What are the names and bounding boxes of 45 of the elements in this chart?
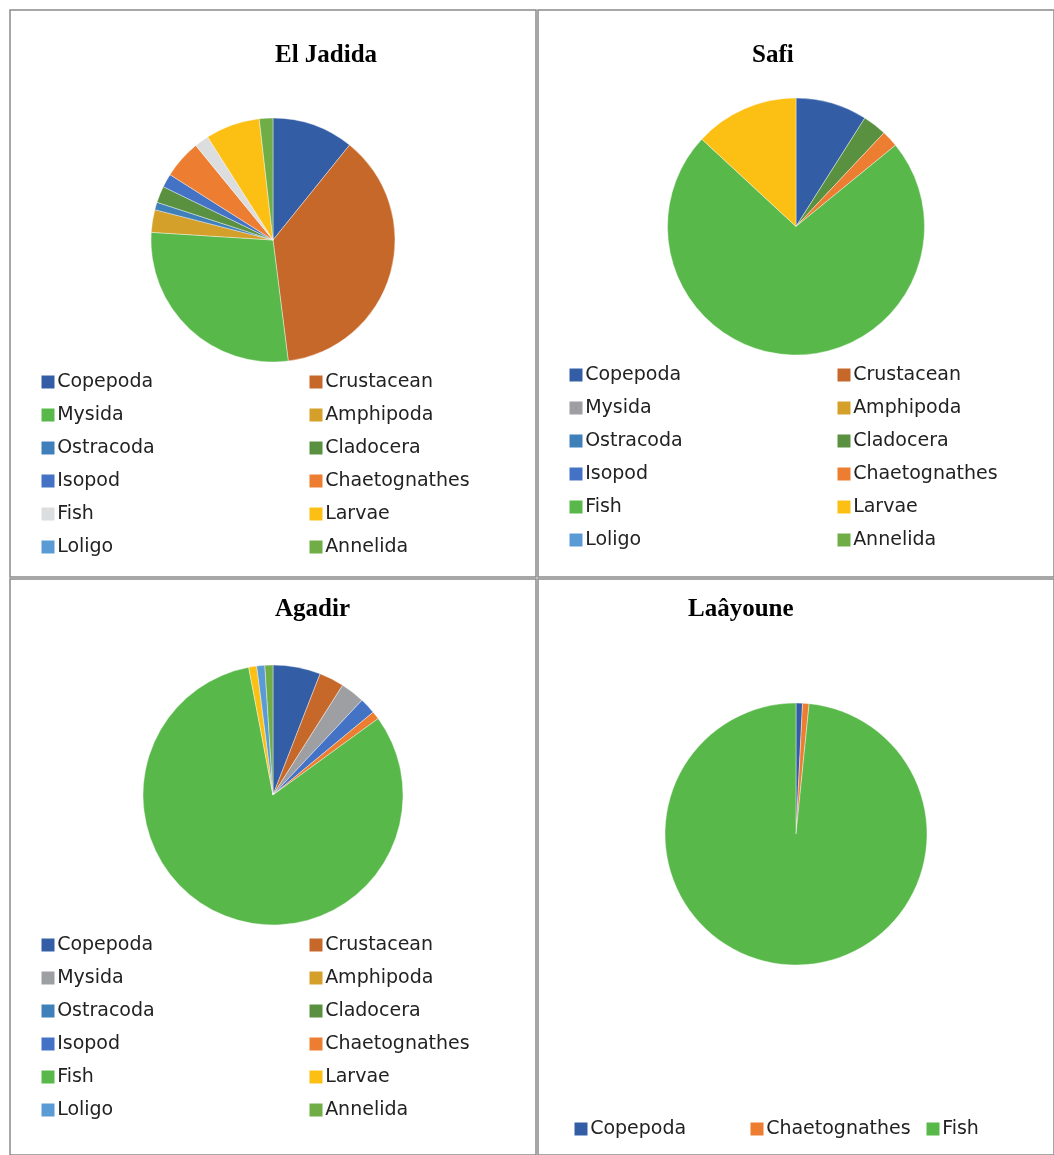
- legend-label: Cladocera: [325, 997, 421, 1020]
- legend-label: Chaetognathes: [325, 1030, 470, 1053]
- legend-label: Cladocera: [325, 434, 421, 457]
- legend-label: Larvae: [325, 500, 390, 523]
- legend-label: Fish: [57, 1063, 94, 1086]
- pie-slice: [664, 702, 928, 966]
- legend-label: Cladocera: [853, 427, 949, 450]
- legend-label: Chaetognathes: [325, 467, 470, 490]
- legend-label: Fish: [942, 1115, 979, 1138]
- legend-label: Ostracoda: [57, 997, 155, 1020]
- pie-slice: [142, 667, 404, 926]
- legend-label: Larvae: [853, 493, 918, 516]
- chart-title: Safi: [752, 40, 794, 67]
- legend-label: Larvae: [325, 1063, 390, 1086]
- legend-label: Fish: [57, 500, 94, 523]
- legend-label: Amphipoda: [325, 401, 434, 424]
- legend-label: Loligo: [57, 1096, 114, 1119]
- legend-label: Crustacean: [325, 931, 434, 954]
- legend-label: Chaetognathes: [766, 1115, 911, 1138]
- legend-label: Crustacean: [853, 361, 962, 384]
- legend-label: Mysida: [585, 394, 652, 417]
- legend-label: Copepoda: [57, 368, 154, 391]
- legend-label: Loligo: [57, 533, 114, 556]
- legend-label: Amphipoda: [853, 394, 962, 417]
- legend-label: Isopod: [57, 467, 120, 490]
- chart-title: Agadir: [275, 594, 350, 621]
- legend-label: Mysida: [57, 401, 124, 424]
- legend-label: Isopod: [57, 1030, 120, 1053]
- legend-label: Copepoda: [585, 361, 682, 384]
- legend-label: Amphipoda: [325, 964, 434, 987]
- legend-label: Chaetognathes: [853, 460, 998, 483]
- legend-label: Annelida: [325, 1096, 409, 1119]
- legend-label: Copepoda: [590, 1115, 687, 1138]
- legend-label: Fish: [585, 493, 622, 516]
- legend-label: Ostracoda: [585, 427, 683, 450]
- legend-label: Annelida: [853, 526, 937, 549]
- legend-label: Ostracoda: [57, 434, 155, 457]
- legend-label: Isopod: [585, 460, 648, 483]
- legend-label: Loligo: [585, 526, 642, 549]
- chart-title: El Jadida: [275, 40, 378, 67]
- legend-label: Copepoda: [57, 931, 154, 954]
- legend-label: Crustacean: [325, 368, 434, 391]
- chart-title: Laâyoune: [688, 594, 794, 621]
- legend-label: Annelida: [325, 533, 409, 556]
- legend-label: Mysida: [57, 964, 124, 987]
